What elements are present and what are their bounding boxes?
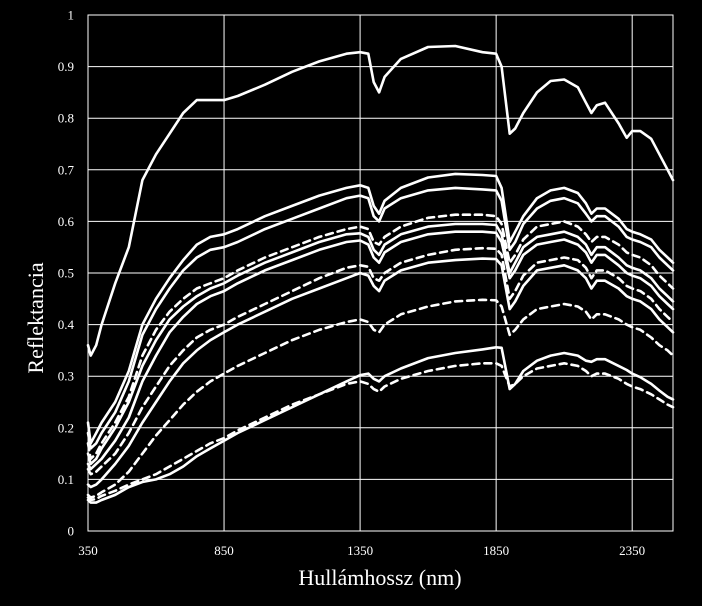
series-line-6 bbox=[86, 230, 675, 471]
x-tick-label: 1850 bbox=[483, 543, 509, 558]
y-tick-label: 0.1 bbox=[58, 472, 74, 487]
series-line-5 bbox=[86, 222, 675, 466]
x-tick-labels: 350 850 1350 1850 2350 bbox=[78, 543, 645, 558]
y-tick-label: 0.2 bbox=[58, 420, 74, 435]
y-tick-label: 0.8 bbox=[58, 111, 74, 126]
y-tick-label: 0.9 bbox=[58, 59, 74, 74]
y-tick-label: 0.3 bbox=[58, 369, 74, 384]
x-tick-label: 350 bbox=[78, 543, 98, 558]
y-axis-title: Reflektancia bbox=[23, 262, 48, 373]
x-tick-label: 850 bbox=[214, 543, 234, 558]
y-tick-label: 0 bbox=[68, 524, 75, 539]
series-line-4 bbox=[86, 213, 675, 461]
y-tick-label: 0.7 bbox=[58, 162, 75, 177]
x-axis-title: Hullámhossz (nm) bbox=[298, 565, 461, 590]
y-tick-label: 0.6 bbox=[58, 214, 75, 229]
series-group bbox=[86, 44, 675, 504]
series-line-2 bbox=[86, 172, 675, 445]
y-tick-label: 0.4 bbox=[58, 317, 75, 332]
y-tick-labels: 0 0.1 0.2 0.3 0.4 0.5 0.6 0.7 0.8 0.9 1 bbox=[58, 8, 75, 539]
series-line-9 bbox=[86, 298, 675, 499]
series-line-1 bbox=[86, 44, 675, 357]
series-line-10 bbox=[86, 361, 675, 502]
series-line-8 bbox=[86, 257, 675, 489]
series-line-11 bbox=[86, 345, 675, 504]
y-tick-label: 1 bbox=[68, 8, 75, 23]
x-tick-label: 2350 bbox=[619, 543, 645, 558]
y-tick-label: 0.5 bbox=[58, 266, 74, 281]
series-line-3 bbox=[86, 186, 675, 450]
plot-frame bbox=[87, 14, 674, 532]
series-line-7 bbox=[86, 246, 675, 476]
x-tick-label: 1350 bbox=[347, 543, 373, 558]
